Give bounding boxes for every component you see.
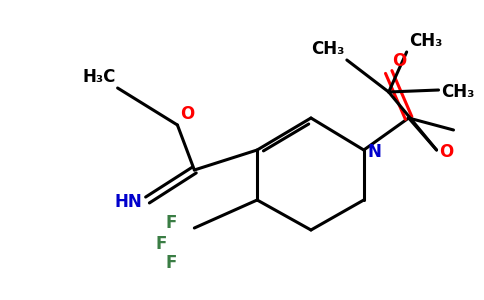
Text: O: O [181,105,195,123]
Text: O: O [439,143,454,161]
Text: N: N [368,143,382,161]
Text: CH₃: CH₃ [441,83,475,101]
Text: CH₃: CH₃ [408,32,442,50]
Text: CH₃: CH₃ [312,40,345,58]
Text: H₃C: H₃C [82,68,116,86]
Text: F: F [155,235,166,253]
Text: HN: HN [115,193,142,211]
Text: F: F [165,214,176,232]
Text: O: O [392,52,406,70]
Text: F: F [165,254,176,272]
